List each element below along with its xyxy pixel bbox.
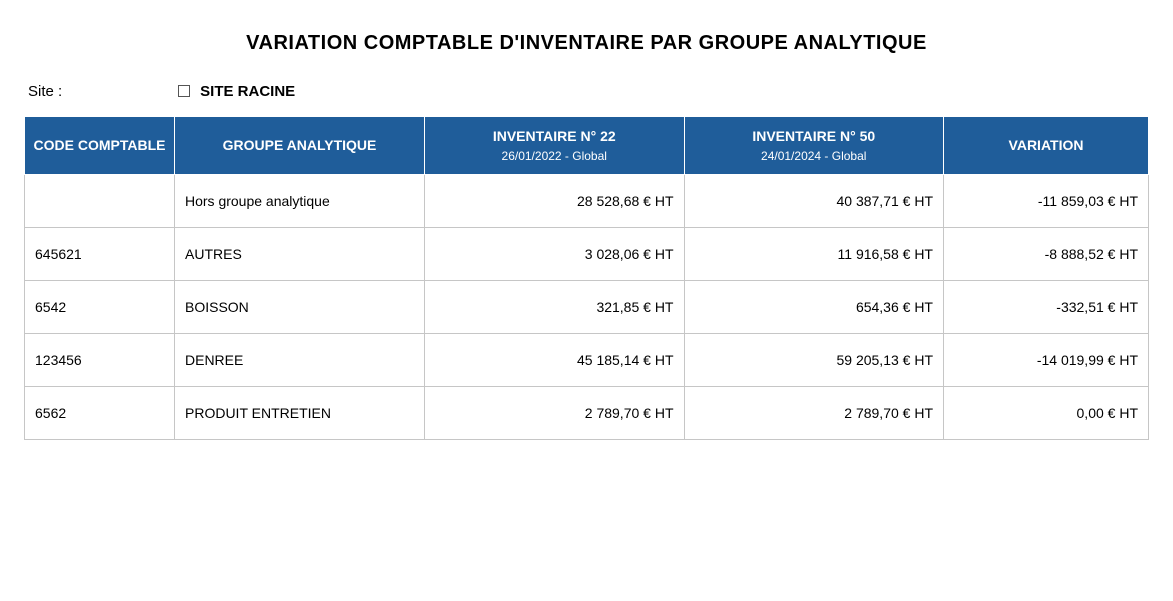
inventory-variation-table: CODE COMPTABLE GROUPE ANALYTIQUE INVENTA… — [24, 116, 1149, 440]
cell-inv2: 654,36 € HT — [684, 281, 944, 334]
col-header-inv2-label: INVENTAIRE N° 50 — [752, 128, 875, 144]
cell-var: -14 019,99 € HT — [944, 334, 1149, 387]
col-header-inv1: INVENTAIRE N° 22 26/01/2022 - Global — [425, 117, 685, 175]
site-value-wrapper: SITE RACINE — [178, 83, 295, 100]
cell-group: DENREE — [175, 334, 425, 387]
table-body: Hors groupe analytique 28 528,68 € HT 40… — [25, 175, 1149, 440]
page-title: VARIATION COMPTABLE D'INVENTAIRE PAR GRO… — [24, 32, 1149, 55]
col-header-variation: VARIATION — [944, 117, 1149, 175]
cell-var: -11 859,03 € HT — [944, 175, 1149, 228]
col-header-code: CODE COMPTABLE — [25, 117, 175, 175]
col-header-inv1-label: INVENTAIRE N° 22 — [493, 128, 616, 144]
cell-var: -8 888,52 € HT — [944, 228, 1149, 281]
cell-inv1: 28 528,68 € HT — [425, 175, 685, 228]
cell-code: 6542 — [25, 281, 175, 334]
cell-group: BOISSON — [175, 281, 425, 334]
cell-var: -332,51 € HT — [944, 281, 1149, 334]
cell-code — [25, 175, 175, 228]
cell-inv1: 2 789,70 € HT — [425, 387, 685, 440]
cell-inv2: 59 205,13 € HT — [684, 334, 944, 387]
cell-code: 6562 — [25, 387, 175, 440]
table-header-row: CODE COMPTABLE GROUPE ANALYTIQUE INVENTA… — [25, 117, 1149, 175]
cell-inv2: 2 789,70 € HT — [684, 387, 944, 440]
cell-code: 123456 — [25, 334, 175, 387]
col-header-variation-label: VARIATION — [1009, 137, 1084, 153]
col-header-group: GROUPE ANALYTIQUE — [175, 117, 425, 175]
cell-inv1: 3 028,06 € HT — [425, 228, 685, 281]
col-header-inv2: INVENTAIRE N° 50 24/01/2024 - Global — [684, 117, 944, 175]
table-row: 645621 AUTRES 3 028,06 € HT 11 916,58 € … — [25, 228, 1149, 281]
cell-code: 645621 — [25, 228, 175, 281]
cell-var: 0,00 € HT — [944, 387, 1149, 440]
col-header-inv1-sub: 26/01/2022 - Global — [433, 148, 676, 164]
cell-group: PRODUIT ENTRETIEN — [175, 387, 425, 440]
col-header-inv2-sub: 24/01/2024 - Global — [693, 148, 936, 164]
site-icon — [178, 85, 190, 97]
cell-inv2: 40 387,71 € HT — [684, 175, 944, 228]
cell-inv1: 321,85 € HT — [425, 281, 685, 334]
table-row: 6542 BOISSON 321,85 € HT 654,36 € HT -33… — [25, 281, 1149, 334]
col-header-code-label: CODE COMPTABLE — [34, 137, 166, 153]
cell-inv2: 11 916,58 € HT — [684, 228, 944, 281]
table-row: 123456 DENREE 45 185,14 € HT 59 205,13 €… — [25, 334, 1149, 387]
col-header-group-label: GROUPE ANALYTIQUE — [223, 137, 377, 153]
site-value: SITE RACINE — [200, 83, 295, 100]
table-row: Hors groupe analytique 28 528,68 € HT 40… — [25, 175, 1149, 228]
table-row: 6562 PRODUIT ENTRETIEN 2 789,70 € HT 2 7… — [25, 387, 1149, 440]
cell-inv1: 45 185,14 € HT — [425, 334, 685, 387]
cell-group: AUTRES — [175, 228, 425, 281]
site-row: Site : SITE RACINE — [24, 83, 1149, 100]
site-label: Site : — [28, 83, 178, 100]
cell-group: Hors groupe analytique — [175, 175, 425, 228]
